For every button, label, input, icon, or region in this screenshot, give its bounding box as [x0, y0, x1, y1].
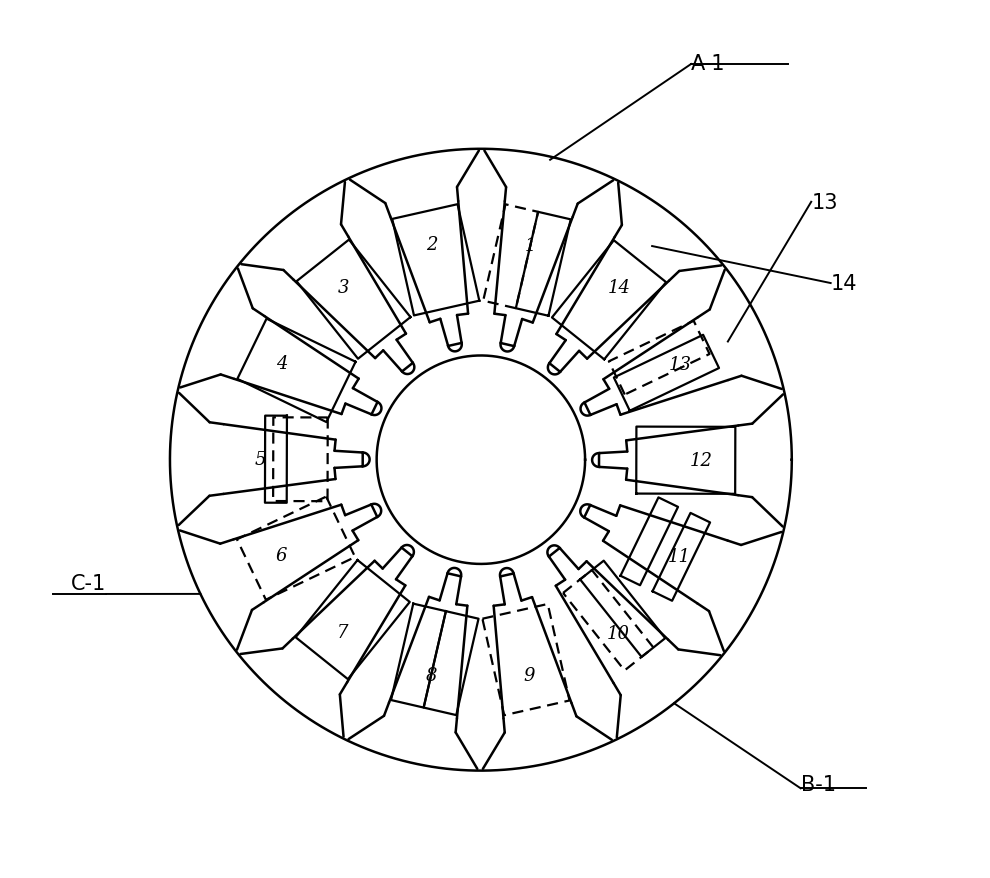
- Text: 9: 9: [524, 666, 536, 684]
- Text: 13: 13: [811, 192, 838, 212]
- Text: B-1: B-1: [801, 774, 836, 795]
- Text: 7: 7: [337, 623, 348, 641]
- Text: C-1: C-1: [71, 573, 106, 594]
- Text: 14: 14: [831, 274, 857, 294]
- Text: 14: 14: [608, 279, 631, 297]
- Text: 2: 2: [427, 236, 438, 254]
- Text: 4: 4: [276, 355, 288, 373]
- Text: 12: 12: [690, 452, 713, 470]
- Text: 3: 3: [338, 278, 349, 297]
- Text: 13: 13: [668, 356, 692, 374]
- Text: 6: 6: [276, 546, 287, 565]
- Text: A-1: A-1: [691, 54, 726, 74]
- Text: 11: 11: [668, 547, 691, 565]
- Text: 5: 5: [254, 450, 265, 469]
- Text: 1: 1: [525, 236, 537, 255]
- Text: 10: 10: [607, 624, 630, 642]
- Text: 8: 8: [426, 666, 437, 684]
